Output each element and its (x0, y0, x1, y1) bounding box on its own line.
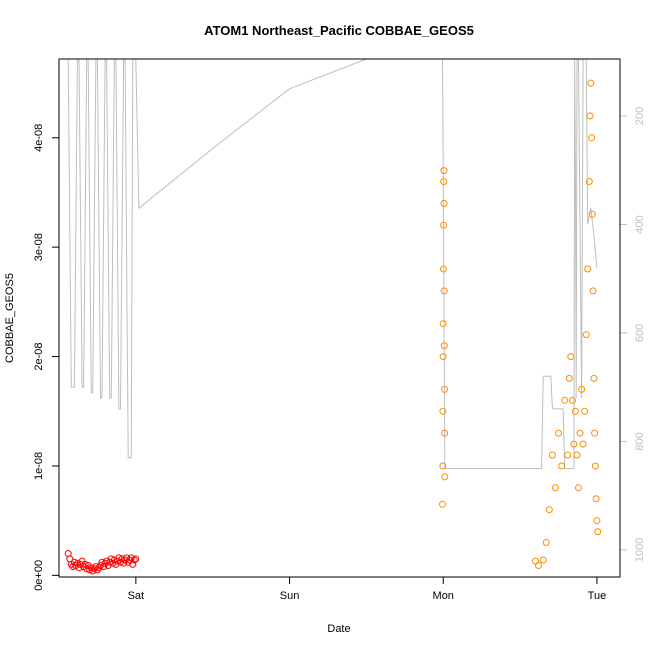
orange-data-point (581, 407, 589, 415)
orange-data-point (440, 221, 448, 229)
orange-data-point (578, 385, 586, 393)
orange-data-point (588, 210, 596, 218)
y-tick-label: 3e-08 (33, 233, 45, 261)
y-tick-label: 0e+00 (33, 560, 45, 591)
red-data-point (129, 560, 137, 568)
orange-data-point (548, 451, 556, 459)
orange-data-point (439, 265, 447, 273)
data-points-layer (64, 79, 602, 575)
y-tick-label: 2e-08 (33, 342, 45, 370)
chart-title: ATOM1 Northeast_Pacific COBBAE_GEOS5 (204, 23, 474, 38)
red-data-point (130, 556, 138, 564)
orange-data-point (589, 287, 597, 295)
y2-tick-label: 400 (634, 215, 646, 233)
orange-data-point (594, 528, 602, 536)
orange-data-point (545, 506, 553, 514)
orange-data-point (586, 112, 594, 120)
orange-data-point (555, 429, 562, 437)
x-tick-label: Mon (433, 590, 454, 602)
y2-tick-label: 800 (634, 432, 646, 450)
red-data-point (87, 564, 95, 572)
red-data-point (100, 563, 108, 571)
orange-data-point (571, 407, 579, 415)
red-data-point (115, 554, 123, 562)
y-tick-label: 4e-08 (33, 124, 45, 152)
red-data-point (120, 559, 128, 567)
red-data-point (107, 555, 115, 563)
orange-data-point (440, 178, 448, 185)
orange-data-point (558, 462, 566, 470)
orange-data-point (584, 265, 592, 273)
axes-layer: Sat Sun Mon Tue 0e+00 1e-08 2e-08 3e-08 4e-08 200… (33, 107, 646, 602)
orange-data-point (439, 462, 447, 470)
x-tick-label: Sun (280, 590, 300, 602)
orange-data-point (575, 484, 582, 492)
orange-data-point (535, 562, 542, 569)
x-tick-label: Sat (128, 590, 145, 602)
y-axis-label: COBBAE_GEOS5 (4, 273, 16, 363)
orange-data-point (440, 167, 448, 175)
red-data-point (132, 555, 140, 563)
orange-data-point (592, 495, 600, 503)
orange-data-point (551, 484, 559, 492)
y2-tick-label: 600 (634, 324, 646, 342)
orange-data-point (440, 287, 448, 295)
orange-data-point (441, 429, 449, 437)
orange-data-point (542, 539, 550, 546)
orange-data-point (591, 462, 599, 470)
orange-data-point (591, 429, 599, 437)
orange-data-point (441, 473, 449, 481)
orange-data-point (568, 396, 576, 404)
red-data-point (83, 565, 91, 573)
y2-tick-label: 1000 (634, 538, 646, 562)
orange-data-point (564, 451, 572, 459)
pressure-trace-layer (66, 58, 598, 469)
orange-data-point (441, 385, 448, 393)
orange-data-point (593, 517, 601, 525)
orange-data-point (588, 134, 596, 142)
orange-data-point (439, 500, 446, 508)
red-data-point (92, 563, 100, 571)
orange-data-point (440, 199, 448, 207)
x-axis-label: Date (327, 623, 350, 635)
orange-data-point (439, 407, 447, 415)
y2-tick-label: 200 (634, 107, 646, 125)
pressure-trace-line (66, 58, 598, 469)
orange-data-point (439, 320, 447, 328)
orange-data-point (561, 396, 569, 404)
orange-data-point (585, 178, 593, 185)
y-tick-label: 1e-08 (33, 452, 45, 480)
orange-data-point (590, 374, 598, 382)
red-data-point (98, 558, 106, 566)
orange-data-point (573, 451, 581, 459)
x-tick-label: Tue (588, 590, 607, 602)
orange-data-point (579, 440, 587, 448)
orange-data-point (532, 557, 539, 565)
orange-data-point (539, 556, 547, 564)
orange-data-point (576, 429, 584, 437)
red-data-point (118, 555, 126, 563)
orange-data-point (567, 353, 575, 361)
orange-data-point (440, 342, 448, 350)
red-data-point (75, 564, 83, 572)
red-data-point (81, 560, 89, 568)
orange-data-point (565, 374, 573, 382)
red-data-point (70, 558, 78, 566)
plot-frame (58, 58, 621, 578)
orange-data-point (582, 331, 590, 339)
orange-data-point (587, 79, 595, 87)
orange-data-point (570, 440, 578, 448)
red-data-point (86, 566, 94, 574)
orange-data-point (439, 353, 447, 361)
